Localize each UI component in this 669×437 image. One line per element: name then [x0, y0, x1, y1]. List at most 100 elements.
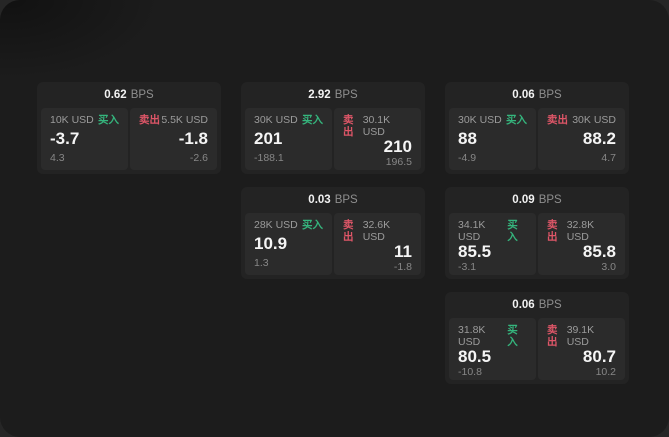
bps-quote-card: 0.06 BPS 30K USD 买入 88 -4.9 卖出: [445, 82, 629, 174]
sell-side-label: 卖出: [343, 219, 354, 243]
sell-panel[interactable]: 卖出 32.8K USD 85.8 3.0: [538, 213, 625, 275]
ask-price-value: 88.2: [582, 129, 616, 148]
sell-panel-header: 卖出 30K USD: [547, 114, 616, 126]
bps-quote-card: 0.62 BPS 10K USD 买入 -3.7 4.3 卖出: [37, 82, 221, 174]
sell-panel[interactable]: 卖出 39.1K USD 80.7 10.2: [538, 318, 625, 380]
sell-panel[interactable]: 卖出 32.6K USD 11 -1.8: [334, 213, 421, 275]
bps-header: 0.03 BPS: [241, 187, 425, 213]
buy-side-label: 买入: [98, 114, 119, 126]
bps-quote-card: 0.03 BPS 28K USD 买入 10.9 1.3 卖出: [241, 187, 425, 279]
buy-side-label: 买入: [507, 324, 518, 348]
ask-change-value: 4.7: [601, 152, 616, 164]
ask-change-value: 10.2: [595, 366, 616, 378]
bid-price-value: -3.7: [50, 129, 80, 148]
buy-side-label: 买入: [302, 219, 323, 231]
buy-panel-header: 34.1K USD 买入: [458, 219, 527, 243]
buy-size-label: 28K USD: [254, 219, 298, 231]
sell-side-label: 卖出: [547, 219, 558, 243]
bps-value: 0.06: [512, 299, 535, 311]
sell-side-label: 卖出: [547, 324, 558, 348]
buy-panel[interactable]: 10K USD 买入 -3.7 4.3: [41, 108, 128, 170]
buy-size-label: 10K USD: [50, 114, 94, 126]
sell-panel-header: 卖出 39.1K USD: [547, 324, 616, 348]
buy-panel[interactable]: 28K USD 买入 10.9 1.3: [245, 213, 332, 275]
bps-quote-card: 2.92 BPS 30K USD 买入 201 -188.1 卖出: [241, 82, 425, 174]
bps-value: 0.62: [104, 89, 127, 101]
bid-change-value: -10.8: [458, 366, 482, 378]
sell-side-label: 卖出: [343, 114, 354, 138]
bps-quote-card: 0.09 BPS 34.1K USD 买入 85.5 -3.1 卖出: [445, 187, 629, 279]
buy-size-label: 34.1K USD: [458, 219, 486, 243]
ask-change-value: 3.0: [601, 261, 616, 273]
sell-panel-header: 卖出 5.5K USD: [139, 114, 208, 126]
buy-side-label: 买入: [507, 219, 518, 243]
sell-panel[interactable]: 卖出 30K USD 88.2 4.7: [538, 108, 625, 170]
bps-header: 0.09 BPS: [445, 187, 629, 213]
bps-value: 0.03: [308, 194, 331, 206]
bps-unit-label: BPS: [538, 89, 562, 101]
quote-body: 28K USD 买入 10.9 1.3 卖出 32.6K USD 11 -1.8: [241, 213, 425, 275]
ask-price-value: 210: [383, 137, 412, 156]
bps-unit-label: BPS: [130, 89, 154, 101]
sell-size-label: 30K USD: [572, 114, 616, 126]
bid-price-value: 88: [458, 129, 477, 148]
bid-price-value: 201: [254, 129, 283, 148]
buy-panel-header: 30K USD 买入: [458, 114, 527, 126]
sell-size-label: 32.6K USD: [362, 219, 391, 243]
buy-panel-header: 31.8K USD 买入: [458, 324, 527, 348]
ask-change-value: -2.6: [189, 152, 208, 164]
bid-price-value: 10.9: [254, 234, 288, 253]
bps-header: 0.06 BPS: [445, 82, 629, 108]
ask-price-value: 80.7: [582, 347, 616, 366]
sell-side-label: 卖出: [139, 114, 160, 126]
buy-size-label: 30K USD: [458, 114, 502, 126]
buy-panel-header: 28K USD 买入: [254, 219, 323, 231]
sell-size-label: 30.1K USD: [362, 114, 391, 138]
sell-size-label: 39.1K USD: [566, 324, 595, 348]
bid-price-value: 80.5: [458, 347, 492, 366]
ask-price-value: 11: [394, 242, 412, 261]
bps-quote-card: 0.06 BPS 31.8K USD 买入 80.5 -10.8 卖: [445, 292, 629, 384]
bid-change-value: -3.1: [458, 261, 477, 273]
quote-board: 0.62 BPS 10K USD 买入 -3.7 4.3 卖出: [37, 82, 629, 384]
buy-panel[interactable]: 34.1K USD 买入 85.5 -3.1: [449, 213, 536, 275]
quote-column-1: 0.62 BPS 10K USD 买入 -3.7 4.3 卖出: [37, 82, 221, 384]
sell-panel-header: 卖出 32.6K USD: [343, 219, 412, 243]
bps-header: 2.92 BPS: [241, 82, 425, 108]
buy-panel[interactable]: 30K USD 买入 88 -4.9: [449, 108, 536, 170]
bps-header: 0.62 BPS: [37, 82, 221, 108]
bps-header: 0.06 BPS: [445, 292, 629, 318]
buy-side-label: 买入: [506, 114, 527, 126]
buy-panel[interactable]: 31.8K USD 买入 80.5 -10.8: [449, 318, 536, 380]
sell-panel-header: 卖出 30.1K USD: [343, 114, 412, 138]
ask-change-value: -1.8: [393, 261, 412, 273]
quote-column-2: 2.92 BPS 30K USD 买入 201 -188.1 卖出: [241, 82, 425, 384]
sell-side-label: 卖出: [547, 114, 568, 126]
bps-value: 0.09: [512, 194, 535, 206]
bid-change-value: -4.9: [458, 152, 477, 164]
bps-unit-label: BPS: [334, 194, 358, 206]
bid-change-value: -188.1: [254, 152, 284, 164]
buy-panel[interactable]: 30K USD 买入 201 -188.1: [245, 108, 332, 170]
sell-panel[interactable]: 卖出 5.5K USD -1.8 -2.6: [130, 108, 217, 170]
ask-price-value: -1.8: [178, 129, 208, 148]
ask-price-value: 85.8: [582, 242, 616, 261]
sell-panel-header: 卖出 32.8K USD: [547, 219, 616, 243]
quote-body: 30K USD 买入 201 -188.1 卖出 30.1K USD 210 1…: [241, 108, 425, 170]
quote-body: 31.8K USD 买入 80.5 -10.8 卖出 39.1K USD 80.…: [445, 318, 629, 380]
bps-unit-label: BPS: [334, 89, 358, 101]
sell-panel[interactable]: 卖出 30.1K USD 210 196.5: [334, 108, 421, 170]
sell-size-label: 32.8K USD: [566, 219, 595, 243]
bid-change-value: 1.3: [254, 257, 269, 269]
bid-change-value: 4.3: [50, 152, 65, 164]
ask-change-value: 196.5: [385, 156, 412, 168]
sell-size-label: 5.5K USD: [161, 114, 208, 126]
quote-body: 10K USD 买入 -3.7 4.3 卖出 5.5K USD -1.8 -2.…: [37, 108, 221, 170]
bps-value: 2.92: [308, 89, 331, 101]
quote-body: 30K USD 买入 88 -4.9 卖出 30K USD 88.2 4.7: [445, 108, 629, 170]
buy-panel-header: 10K USD 买入: [50, 114, 119, 126]
buy-side-label: 买入: [302, 114, 323, 126]
bps-unit-label: BPS: [538, 194, 562, 206]
buy-panel-header: 30K USD 买入: [254, 114, 323, 126]
